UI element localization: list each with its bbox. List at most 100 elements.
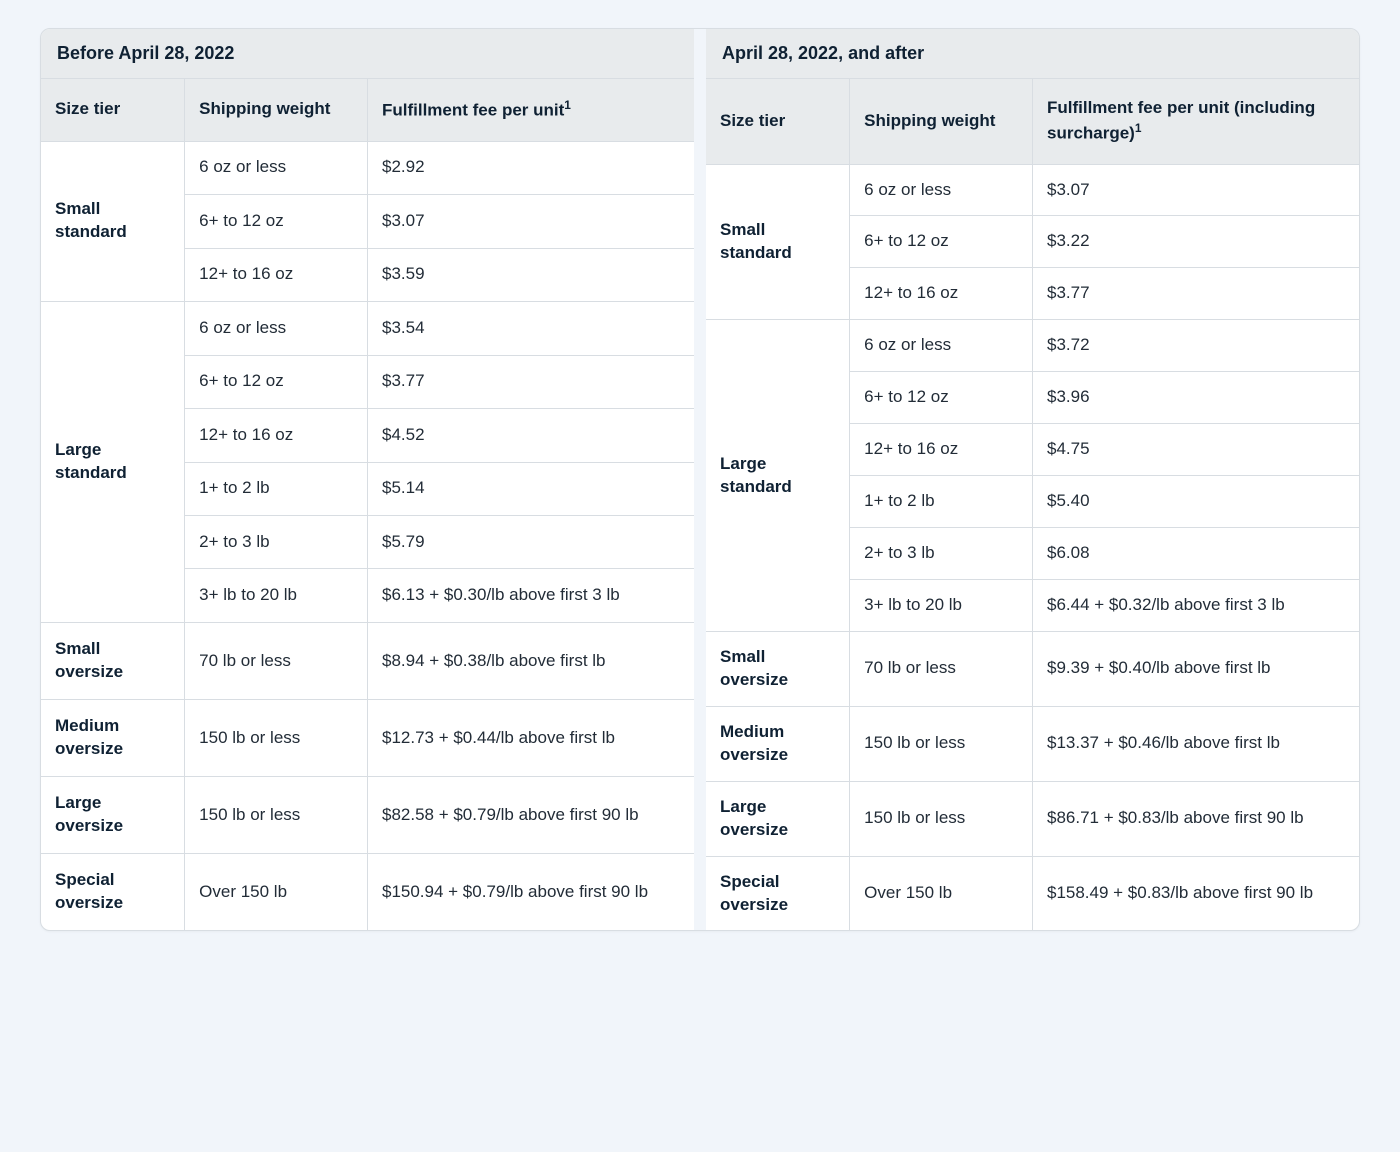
fee-cell: $3.07 <box>367 195 694 248</box>
weight-cell: Over 150 lb <box>850 856 1033 930</box>
tier-group: Small standard 6 oz or less $2.92 6+ to … <box>41 141 694 301</box>
weight-cell: 2+ to 3 lb <box>185 516 368 569</box>
table-row: Large oversize 150 lb or less $86.71 + $… <box>706 781 1359 856</box>
table-row: Small standard 6 oz or less $3.07 <box>706 164 1359 216</box>
tier-cell: Small standard <box>41 141 185 301</box>
table-title: April 28, 2022, and after <box>706 29 1359 79</box>
weight-cell: 6+ to 12 oz <box>185 195 368 248</box>
tier-group: Large oversize 150 lb or less $86.71 + $… <box>706 781 1359 856</box>
fee-cell: $3.77 <box>367 355 694 408</box>
weight-cell: 6 oz or less <box>185 141 368 194</box>
tier-group: Large standard 6 oz or less $3.72 6+ to … <box>706 320 1359 632</box>
fee-cell: $4.52 <box>367 409 694 462</box>
table-row: Medium oversize 150 lb or less $12.73 + … <box>41 700 694 777</box>
weight-cell: 6 oz or less <box>850 164 1033 216</box>
fee-cell: $3.54 <box>367 302 694 355</box>
weight-cell: 6 oz or less <box>185 302 368 355</box>
weight-cell: 150 lb or less <box>185 700 368 777</box>
col-header-fee-text: Fulfillment fee per unit <box>382 101 564 120</box>
col-header-weight: Shipping weight <box>185 79 368 141</box>
weight-cell: 12+ to 16 oz <box>185 248 368 302</box>
weight-cell: 2+ to 3 lb <box>850 528 1033 580</box>
weight-cell: 70 lb or less <box>850 631 1033 706</box>
fee-cell: $5.40 <box>1032 476 1359 528</box>
tier-cell: Small oversize <box>706 631 850 706</box>
fee-cell: $2.92 <box>367 141 694 194</box>
fee-cell: $6.44 + $0.32/lb above first 3 lb <box>1032 580 1359 632</box>
table-row: Small oversize 70 lb or less $9.39 + $0.… <box>706 631 1359 706</box>
fee-table-before: Before April 28, 2022 Size tier Shipping… <box>41 29 694 930</box>
footnote-marker: 1 <box>1135 121 1142 135</box>
tier-group: Small oversize 70 lb or less $9.39 + $0.… <box>706 631 1359 706</box>
table-row: Large standard 6 oz or less $3.72 <box>706 320 1359 372</box>
col-header-fee-text: Fulfillment fee per unit (including surc… <box>1047 98 1315 143</box>
table-row: Medium oversize 150 lb or less $13.37 + … <box>706 706 1359 781</box>
fee-cell: $82.58 + $0.79/lb above first 90 lb <box>367 777 694 854</box>
fee-cell: $6.13 + $0.30/lb above first 3 lb <box>367 569 694 623</box>
tier-cell: Large oversize <box>706 781 850 856</box>
fee-cell: $9.39 + $0.40/lb above first lb <box>1032 631 1359 706</box>
fee-cell: $3.77 <box>1032 268 1359 320</box>
fee-cell: $3.72 <box>1032 320 1359 372</box>
table-gap <box>694 29 706 930</box>
weight-cell: Over 150 lb <box>185 854 368 931</box>
tier-group: Large oversize 150 lb or less $82.58 + $… <box>41 777 694 854</box>
fee-cell: $4.75 <box>1032 424 1359 476</box>
col-header-tier: Size tier <box>41 79 185 141</box>
tier-cell: Special oversize <box>41 854 185 931</box>
fee-cell: $6.08 <box>1032 528 1359 580</box>
weight-cell: 3+ lb to 20 lb <box>185 569 368 623</box>
table-row: Small standard 6 oz or less $2.92 <box>41 141 694 194</box>
weight-cell: 70 lb or less <box>185 623 368 700</box>
table-title: Before April 28, 2022 <box>41 29 694 79</box>
fee-cell: $5.79 <box>367 516 694 569</box>
tier-cell: Medium oversize <box>706 706 850 781</box>
weight-cell: 150 lb or less <box>850 781 1033 856</box>
tier-cell: Large standard <box>706 320 850 632</box>
fee-cell: $8.94 + $0.38/lb above first lb <box>367 623 694 700</box>
tier-group: Medium oversize 150 lb or less $12.73 + … <box>41 700 694 777</box>
fee-comparison-card: Before April 28, 2022 Size tier Shipping… <box>40 28 1360 931</box>
table-row: Special oversize Over 150 lb $158.49 + $… <box>706 856 1359 930</box>
tier-group: Large standard 6 oz or less $3.54 6+ to … <box>41 302 694 623</box>
fee-cell: $3.59 <box>367 248 694 302</box>
weight-cell: 12+ to 16 oz <box>850 424 1033 476</box>
weight-cell: 150 lb or less <box>850 706 1033 781</box>
col-header-fee: Fulfillment fee per unit1 <box>367 79 694 141</box>
weight-cell: 6+ to 12 oz <box>850 216 1033 268</box>
weight-cell: 12+ to 16 oz <box>185 409 368 462</box>
table-row: Small oversize 70 lb or less $8.94 + $0.… <box>41 623 694 700</box>
fee-cell: $86.71 + $0.83/lb above first 90 lb <box>1032 781 1359 856</box>
tier-cell: Large standard <box>41 302 185 623</box>
table-row: Special oversize Over 150 lb $150.94 + $… <box>41 854 694 931</box>
weight-cell: 6+ to 12 oz <box>185 355 368 408</box>
tier-group: Small standard 6 oz or less $3.07 6+ to … <box>706 164 1359 320</box>
fee-table-after: April 28, 2022, and after Size tier Ship… <box>706 29 1359 930</box>
fee-cell: $3.22 <box>1032 216 1359 268</box>
fee-cell: $3.96 <box>1032 372 1359 424</box>
col-header-tier: Size tier <box>706 79 850 164</box>
weight-cell: 6+ to 12 oz <box>850 372 1033 424</box>
fee-cell: $3.07 <box>1032 164 1359 216</box>
tier-group: Special oversize Over 150 lb $158.49 + $… <box>706 856 1359 930</box>
tier-group: Special oversize Over 150 lb $150.94 + $… <box>41 854 694 931</box>
tier-group: Small oversize 70 lb or less $8.94 + $0.… <box>41 623 694 700</box>
tier-cell: Medium oversize <box>41 700 185 777</box>
col-header-weight: Shipping weight <box>850 79 1033 164</box>
table-grid: Before April 28, 2022 Size tier Shipping… <box>41 29 1359 930</box>
fee-cell: $158.49 + $0.83/lb above first 90 lb <box>1032 856 1359 930</box>
tier-cell: Large oversize <box>41 777 185 854</box>
weight-cell: 12+ to 16 oz <box>850 268 1033 320</box>
col-header-fee: Fulfillment fee per unit (including surc… <box>1032 79 1359 164</box>
fee-cell: $13.37 + $0.46/lb above first lb <box>1032 706 1359 781</box>
fee-cell: $5.14 <box>367 462 694 515</box>
weight-cell: 150 lb or less <box>185 777 368 854</box>
fee-cell: $12.73 + $0.44/lb above first lb <box>367 700 694 777</box>
tier-cell: Small standard <box>706 164 850 320</box>
tier-cell: Small oversize <box>41 623 185 700</box>
footnote-marker: 1 <box>564 98 571 112</box>
table-row: Large standard 6 oz or less $3.54 <box>41 302 694 355</box>
weight-cell: 6 oz or less <box>850 320 1033 372</box>
weight-cell: 1+ to 2 lb <box>185 462 368 515</box>
tier-cell: Special oversize <box>706 856 850 930</box>
